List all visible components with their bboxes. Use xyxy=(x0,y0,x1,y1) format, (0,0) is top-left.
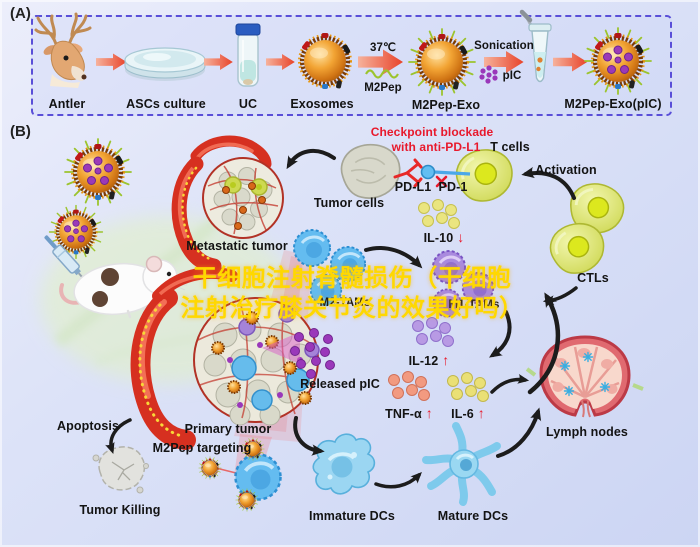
watermark-line-1: 干细胞注射脊髓损伤（干细胞 xyxy=(192,265,512,292)
checkpoint-interaction xyxy=(393,158,471,188)
m2pep-squiggle-icon xyxy=(365,69,399,79)
mature-dcs-label: Mature DCs xyxy=(437,509,509,523)
pic-release-arrow-icon xyxy=(262,332,300,364)
released-pic-dots-icon xyxy=(290,328,335,379)
mouse-icon xyxy=(59,255,187,319)
pd-l1-antibody-icon xyxy=(393,158,423,188)
immature-dcs-label: Immature DCs xyxy=(309,509,395,523)
sonication-label: Sonication xyxy=(474,40,534,52)
arrow-pic-to-immature-dc xyxy=(293,416,325,456)
metastatic-tumor-label: Metastatic tumor xyxy=(186,239,288,253)
m2pep-exo-icon xyxy=(409,29,475,95)
process-arrow-icon xyxy=(266,54,295,70)
petri-dish-icon xyxy=(124,47,206,81)
panel-a-illustrations xyxy=(34,9,651,95)
arrow-m2-to-m1 xyxy=(364,245,423,269)
arrow-activation xyxy=(521,166,576,200)
m2pep-targeting-label: M2Pep targeting xyxy=(152,441,252,455)
injected-exosome-icon xyxy=(65,139,131,205)
il12-text: IL-12 xyxy=(408,354,439,368)
uc-tube-icon xyxy=(235,23,261,87)
arrow-cytokines-to-lymph xyxy=(490,373,530,394)
m2pep-exo-label: M2Pep-Exo xyxy=(411,98,481,112)
il10-text: IL-10 xyxy=(423,231,454,245)
immature-dc-icon xyxy=(312,433,376,495)
flow-arrows xyxy=(105,148,578,489)
mature-dc-icon xyxy=(422,422,501,506)
m2-tams-label: M2-TAMs xyxy=(319,297,371,309)
il6-text: IL-6 xyxy=(451,407,474,421)
il10-dots-icon xyxy=(418,199,460,229)
sonication-tube-icon xyxy=(519,9,552,83)
arrow-apoptosis xyxy=(105,418,132,454)
t-cell-icon xyxy=(452,145,517,206)
m2pep-exo-pic-label: M2Pep-Exo(pIC) xyxy=(564,97,662,111)
pd-l1-label: PD-L1 xyxy=(394,180,432,194)
tnf-dots-icon xyxy=(388,371,430,401)
m2pep-exo-pic-icon xyxy=(585,28,651,94)
arrow-tumor-cells-to-metastatic xyxy=(286,148,336,170)
mini-exosome-icon xyxy=(199,457,221,479)
ascs-culture-label: ASCs culture xyxy=(126,97,206,111)
tnf-up-arrow-icon: ↑ xyxy=(425,405,433,421)
pic-label: pIC xyxy=(502,70,522,82)
il6-label: IL-6 ↑ xyxy=(451,405,485,421)
arrow-mature-dc-to-lymph xyxy=(496,407,542,458)
uc-label: UC xyxy=(238,97,258,111)
temp-label: 37℃ xyxy=(369,42,397,54)
m2-tam-cell-icon xyxy=(292,228,332,268)
il6-dots-icon xyxy=(447,372,489,402)
tnf-label: TNF-α ↑ xyxy=(385,405,433,421)
arrow-immature-to-mature-dc xyxy=(374,472,422,489)
primary-tumor-icon xyxy=(130,267,320,450)
process-arrow-icon xyxy=(204,54,233,70)
apoptosis-label: Apoptosis xyxy=(56,419,120,433)
arrow-lymph-to-ctls xyxy=(527,292,561,395)
primary-tumor-label: Primary tumor xyxy=(184,422,272,436)
tnf-text: TNF-α xyxy=(385,407,422,421)
tumor-killing-label: Tumor Killing xyxy=(79,503,161,517)
checkpoint-blockade-label-2: with anti-PD-L1 xyxy=(391,140,481,154)
exosome-icon xyxy=(300,33,351,89)
m2pep-label: M2Pep xyxy=(364,82,402,94)
m2pep-targeting-group xyxy=(199,438,283,511)
il10-label: IL-10 ↓ xyxy=(424,229,465,245)
pd-1-label: PD-1 xyxy=(438,180,468,194)
mini-exosome-icon xyxy=(236,489,258,511)
arrow-ctls-to-tumors xyxy=(542,286,578,306)
il6-up-arrow-icon: ↑ xyxy=(477,405,485,421)
blocked-cross-icon xyxy=(435,175,448,188)
activation-label: Activation xyxy=(535,163,597,177)
pd-1-receptor-icon xyxy=(420,164,436,180)
exosomes-label: Exosomes xyxy=(290,97,354,111)
panel-b-tag: (B) xyxy=(10,123,31,140)
dead-tumor-cell-icon xyxy=(92,446,149,494)
checkpoint-blockade-label-1: Checkpoint blockade xyxy=(370,125,494,139)
pic-dots-icon xyxy=(479,65,498,84)
panel-a-tag: (A) xyxy=(10,5,31,22)
watermark-line-2: 注射治疗膝关节炎的效果好吗） xyxy=(180,295,524,322)
il12-up-arrow-icon: ↑ xyxy=(442,352,450,368)
il10-down-arrow-icon: ↓ xyxy=(457,229,465,245)
metastatic-tumor-icon xyxy=(171,135,284,274)
lymph-nodes-label: Lymph nodes xyxy=(546,425,628,439)
arrow-m1-to-lymph xyxy=(489,310,512,358)
lymph-node-icon xyxy=(525,335,644,418)
il12-label: IL-12 ↑ xyxy=(409,352,450,368)
process-arrow-icon xyxy=(553,52,588,72)
process-arrow-icon xyxy=(96,53,127,71)
antler-label: Antler xyxy=(48,97,86,111)
il12-dots-icon xyxy=(412,317,454,347)
t-cells-label: T cells xyxy=(490,140,530,154)
tumor-cells-label: Tumor cells xyxy=(313,196,385,210)
pd1-pdl1-link xyxy=(433,170,471,176)
antler-deer-icon xyxy=(34,12,92,88)
m1-tams-label: M1-TAMs xyxy=(448,299,500,311)
ctls-label: CTLs xyxy=(577,271,609,285)
released-pic-label: Released pIC xyxy=(300,377,380,391)
